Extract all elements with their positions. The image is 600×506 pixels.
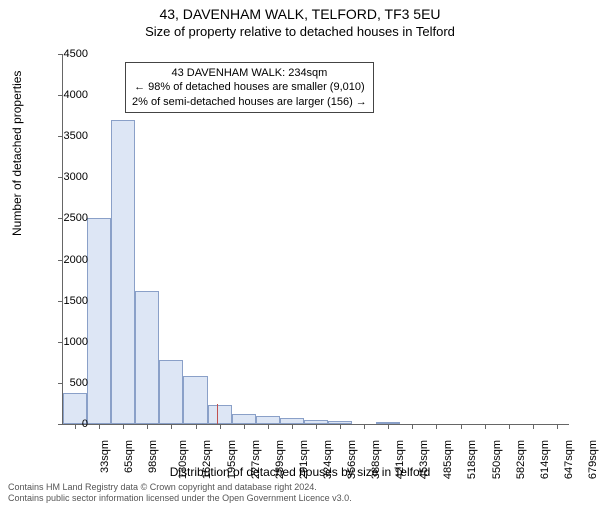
xtick-mark: [340, 424, 341, 429]
xtick-mark: [461, 424, 462, 429]
xtick-mark: [196, 424, 197, 429]
ytick-label: 3500: [46, 130, 88, 142]
xtick-mark: [171, 424, 172, 429]
ytick-label: 1000: [46, 336, 88, 348]
ytick-label: 500: [46, 377, 88, 389]
histogram-bar: [87, 218, 111, 424]
xtick-mark: [123, 424, 124, 429]
ytick-label: 3000: [46, 171, 88, 183]
y-axis-label: Number of detached properties: [10, 71, 24, 236]
x-axis-label: Distribution of detached houses by size …: [0, 465, 600, 479]
xtick-mark: [244, 424, 245, 429]
xtick-mark: [509, 424, 510, 429]
histogram-bar: [135, 291, 159, 424]
xtick-mark: [533, 424, 534, 429]
footer-line-2: Contains public sector information licen…: [8, 493, 352, 504]
xtick-mark: [485, 424, 486, 429]
xtick-mark: [388, 424, 389, 429]
xtick-mark: [147, 424, 148, 429]
xtick-mark: [99, 424, 100, 429]
histogram-bar: [183, 376, 207, 424]
histogram-bar: [208, 405, 232, 424]
page-title: 43, DAVENHAM WALK, TELFORD, TF3 5EU: [0, 6, 600, 22]
ytick-label: 2000: [46, 254, 88, 266]
footer-line-1: Contains HM Land Registry data © Crown c…: [8, 482, 352, 493]
chart-area: 33sqm65sqm98sqm130sqm162sqm195sqm227sqm2…: [62, 54, 568, 424]
xtick-mark: [364, 424, 365, 429]
annotation-box: 43 DAVENHAM WALK: 234sqm ← 98% of detach…: [125, 62, 374, 113]
xtick-mark: [292, 424, 293, 429]
xtick-mark: [412, 424, 413, 429]
histogram-bar: [232, 414, 256, 424]
ytick-label: 2500: [46, 212, 88, 224]
annotation-line-3: 2% of semi-detached houses are larger (1…: [132, 95, 367, 109]
chart-container: 43, DAVENHAM WALK, TELFORD, TF3 5EU Size…: [0, 6, 600, 506]
histogram-bar: [111, 120, 135, 424]
ytick-label: 1500: [46, 295, 88, 307]
page-subtitle: Size of property relative to detached ho…: [0, 24, 600, 39]
xtick-mark: [268, 424, 269, 429]
footer-text: Contains HM Land Registry data © Crown c…: [8, 482, 352, 504]
histogram-bar: [159, 360, 183, 424]
property-marker: [217, 404, 218, 424]
ytick-label: 4500: [46, 48, 88, 60]
ytick-label: 0: [46, 418, 88, 430]
ytick-label: 4000: [46, 89, 88, 101]
xtick-mark: [436, 424, 437, 429]
annotation-line-2: ← 98% of detached houses are smaller (9,…: [132, 80, 367, 94]
annotation-line-1: 43 DAVENHAM WALK: 234sqm: [132, 66, 367, 80]
xtick-mark: [316, 424, 317, 429]
xtick-mark: [220, 424, 221, 429]
histogram-bar: [256, 416, 280, 424]
xtick-mark: [557, 424, 558, 429]
